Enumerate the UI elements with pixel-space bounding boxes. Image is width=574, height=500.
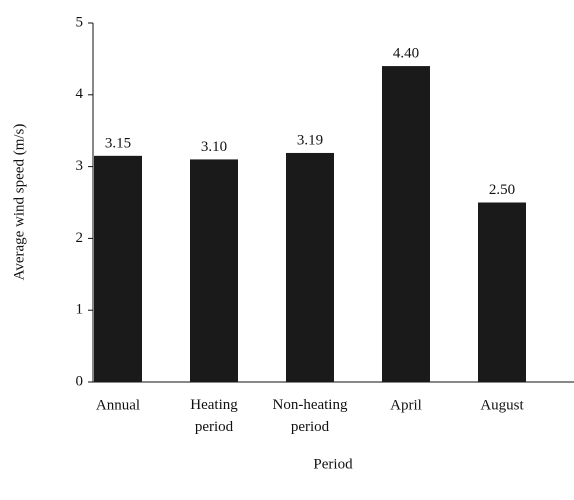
bar (94, 155, 142, 382)
y-tick-label: 1 (76, 302, 84, 318)
x-tick-label: Non-heating period (273, 397, 348, 435)
x-tick-label: Annual (96, 397, 140, 413)
x-tick-label: August (480, 397, 524, 413)
y-axis-label: Average wind speed (m/s) (11, 124, 27, 281)
bar (190, 159, 238, 382)
y-tick-label: 2 (76, 230, 84, 246)
x-tick-label: Heating period (190, 397, 238, 435)
bar (478, 202, 526, 382)
data-label: 3.19 (297, 132, 323, 148)
y-tick-label: 4 (76, 86, 84, 102)
y-tick-label: 5 (76, 14, 84, 30)
y-tick-label: 3 (76, 158, 84, 174)
bar (286, 152, 334, 382)
data-label: 3.10 (201, 139, 227, 155)
data-label: 2.50 (489, 182, 515, 198)
x-axis-label: Period (313, 456, 353, 472)
data-label: 4.40 (393, 46, 419, 62)
y-tick-label: 0 (76, 373, 84, 389)
bar (382, 66, 430, 382)
x-tick-label: April (390, 397, 422, 413)
data-label: 3.15 (105, 135, 131, 151)
